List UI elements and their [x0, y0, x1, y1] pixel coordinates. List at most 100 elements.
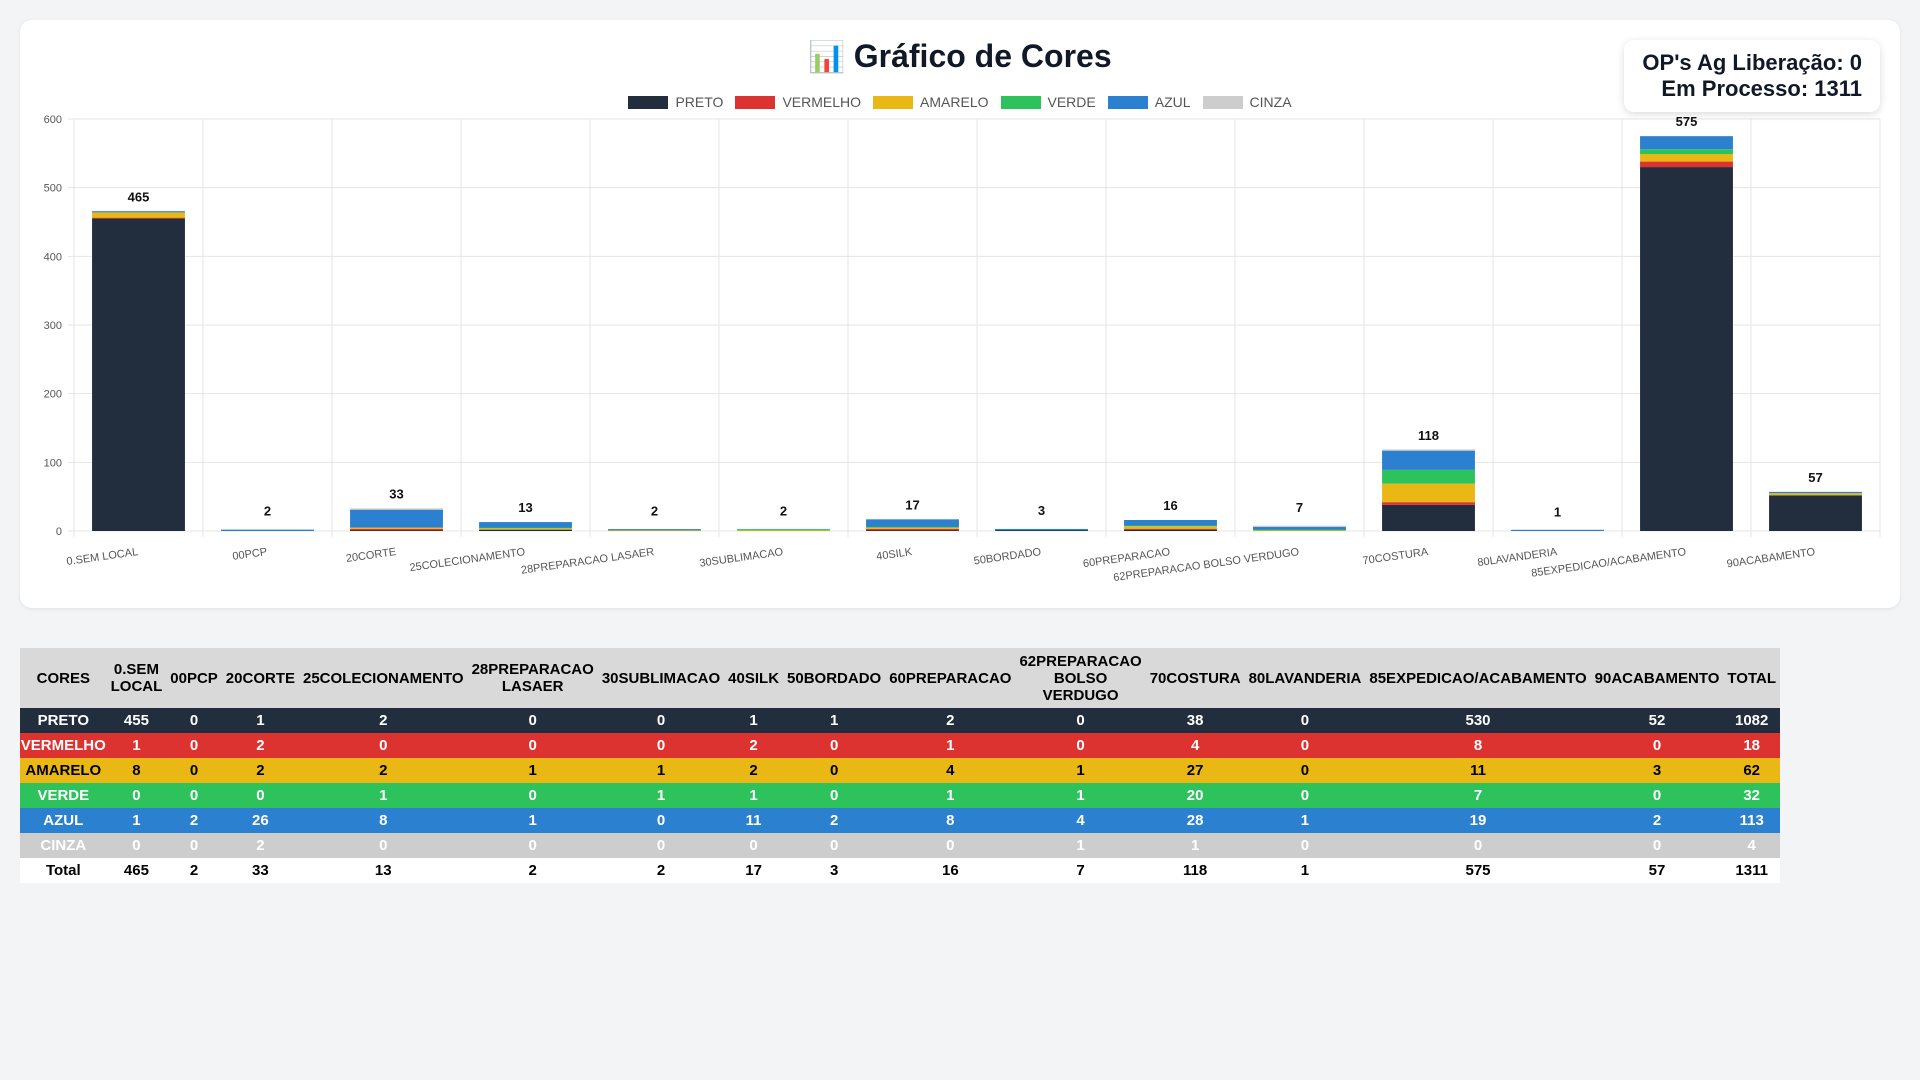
bar-total-label: 16	[1163, 498, 1177, 513]
table-cell: 52	[1648, 712, 1666, 729]
bar-segment-azul	[1124, 520, 1217, 526]
table-cell: 0	[829, 787, 839, 804]
bar-segment-azul	[350, 509, 443, 528]
column-header-85expedicao-acabamento: 85EXPEDICAO/ACABAMENTO	[1365, 648, 1591, 708]
row-label: AZUL	[43, 812, 84, 829]
x-tick-label: 90ACABAMENTO	[1726, 546, 1816, 570]
table-cell: 0	[256, 787, 265, 804]
x-tick-label: 28PREPARACAO LASAER	[520, 546, 655, 577]
table-row-cinza: CINZA 0 0 2 0 0 0 0 0 0 1 1 0 0 0 4	[20, 833, 1780, 858]
table-cell: 2	[528, 862, 537, 879]
legend-item-azul[interactable]: AZUL	[1107, 94, 1191, 110]
legend-item-vermelho[interactable]: VERMELHO	[735, 94, 861, 110]
bar-segment-vermelho	[92, 217, 185, 219]
legend-swatch	[735, 95, 776, 109]
bar-segment-vermelho	[1382, 502, 1475, 505]
table-cell: 18	[1743, 737, 1761, 754]
table-cell: 0	[946, 837, 955, 854]
bar-segment-amarelo	[1253, 529, 1346, 531]
table-cell: 1	[132, 737, 141, 754]
table-cell: 57	[1648, 862, 1666, 879]
column-header-00pcp: 00PCP	[166, 648, 222, 708]
legend-swatch	[1107, 95, 1148, 109]
table-cell: 0	[1300, 787, 1310, 804]
table-cell: 1	[1300, 862, 1310, 879]
bar-segment-amarelo	[92, 212, 185, 218]
bar-segment-amarelo	[737, 529, 830, 531]
column-header-28preparacao-lasaer: 28PREPARACAO LASAER	[467, 648, 598, 708]
table-cell: 0	[189, 837, 199, 854]
bar-segment-amarelo	[1769, 493, 1862, 496]
bar-segment-cinza	[350, 508, 443, 510]
legend-swatch	[1000, 95, 1041, 109]
legend-item-preto[interactable]: PRETO	[628, 94, 723, 110]
table-cell: 113	[1739, 812, 1764, 829]
table-cell: 4	[1747, 837, 1756, 854]
column-header-cores: CORES	[20, 648, 107, 708]
table-cell: 1	[749, 787, 758, 804]
table-cell: 1	[656, 762, 666, 779]
table-cell: 0	[656, 837, 666, 854]
table-cell: 7	[1076, 862, 1085, 879]
table-row-azul: AZUL 1 2 26 8 1 0 11 2 8 4 28 1 19 2 113	[20, 808, 1780, 833]
table-cell: 0	[1076, 712, 1085, 729]
bar-total-label: 33	[389, 486, 403, 501]
table-cell: 0	[1300, 837, 1310, 854]
bar-segment-verde	[1640, 149, 1733, 155]
table-cell: 0	[1652, 737, 1662, 754]
bar-segment-amarelo	[1640, 154, 1733, 162]
table-cell: 8	[379, 812, 388, 829]
table-cell: 2	[749, 762, 758, 779]
table-cell: 2	[256, 762, 265, 779]
legend-label: VERDE	[1047, 94, 1096, 110]
bar-segment-amarelo	[479, 528, 572, 530]
table-cell: 33	[252, 862, 269, 879]
bar-segment-azul	[608, 529, 701, 531]
table-cell: 0	[379, 837, 388, 854]
stacked-bar-chart: 0 100 200 300 400 500 600 465 0.SEM LOCAL 2 00PCP 3…	[44, 114, 1881, 584]
table-cell: 1	[379, 787, 388, 804]
table-cell: 0	[189, 737, 199, 754]
table-row-verde: VERDE 0 0 0 1 0 1 1 0 1 1 20 0 7 0 32	[20, 783, 1780, 808]
legend-item-amarelo[interactable]: AMARELO	[873, 94, 989, 110]
table-cell: 0	[1652, 837, 1662, 854]
x-tick-label: 0.SEM LOCAL	[66, 546, 139, 568]
bar-segment-azul	[1253, 526, 1346, 530]
column-header-25colecionamento: 25COLECIONAMENTO	[298, 648, 468, 708]
bar-total-label: 7	[1296, 500, 1303, 515]
bar-segment-preto	[995, 529, 1088, 531]
bar-chart-icon: 📊	[808, 41, 846, 74]
column-header-50bordado: 50BORDADO	[783, 648, 886, 708]
legend-label: AZUL	[1154, 94, 1191, 110]
bar-segment-amarelo	[1382, 483, 1475, 503]
table-cell: 0	[656, 812, 666, 829]
bar-segment-preto	[1640, 167, 1733, 532]
table-cell: 4	[1076, 812, 1085, 829]
bar-segment-azul	[866, 519, 959, 527]
legend-item-verde[interactable]: VERDE	[1000, 94, 1096, 110]
table-cell: 8	[946, 812, 955, 829]
bar-segment-azul	[1769, 491, 1862, 494]
table-cell: 0	[189, 787, 199, 804]
column-header-70costura: 70COSTURA	[1145, 648, 1245, 708]
table-cell: 0	[1300, 737, 1310, 754]
table-cell: 0	[528, 787, 537, 804]
table-cell: 0	[189, 762, 199, 779]
table-cell: 2	[256, 737, 265, 754]
legend-item-cinza[interactable]: CINZA	[1202, 94, 1292, 110]
legend-swatch	[628, 95, 669, 109]
bar-segment-preto	[479, 529, 572, 531]
y-tick-label: 400	[44, 251, 62, 263]
table-cell: 0	[1300, 762, 1310, 779]
bar-segment-amarelo	[866, 527, 959, 529]
table-row-preto: PRETO 455 0 1 2 0 0 1 1 2 0 38 0 530 52 1082	[20, 708, 1780, 733]
table-cell: 27	[1186, 762, 1204, 779]
color-table: CORES 0.SEM LOCAL 00PCP 20CORTE 25COLECIONAM…	[20, 648, 1780, 883]
bar-total-label: 57	[1808, 470, 1822, 485]
table-cell: 3	[829, 862, 839, 879]
table-cell: 17	[745, 862, 762, 879]
x-tick-label: 50BORDADO	[973, 546, 1042, 567]
bar-segment-verde	[479, 527, 572, 529]
bar-total-label: 3	[1038, 503, 1045, 518]
table-cell: 0	[528, 837, 537, 854]
